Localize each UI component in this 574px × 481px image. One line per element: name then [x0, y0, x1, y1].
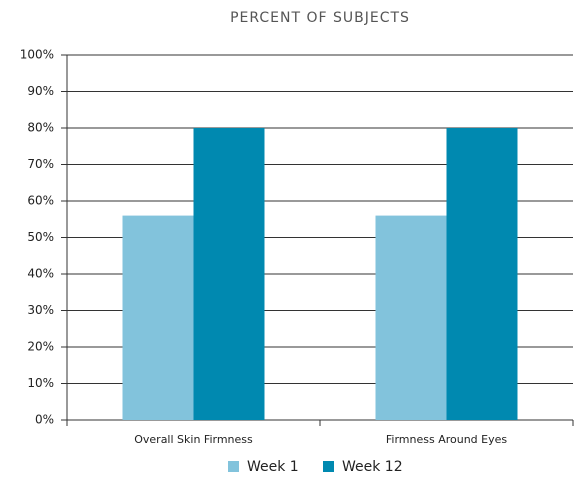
bar — [446, 128, 518, 420]
y-tick-label: 60% — [27, 194, 54, 208]
bar — [122, 215, 194, 420]
legend-label: Week 1 — [247, 459, 299, 475]
y-tick-label: 40% — [27, 267, 54, 281]
y-tick-label: 50% — [27, 230, 54, 244]
y-tick-label: 70% — [27, 157, 54, 171]
bar — [375, 215, 447, 420]
y-tick-label: 80% — [27, 121, 54, 135]
y-tick-label: 20% — [27, 340, 54, 354]
legend-swatch — [323, 461, 334, 472]
x-tick-label: Firmness Around Eyes — [386, 433, 508, 446]
y-tick-label: 0% — [35, 413, 54, 427]
y-tick-label: 30% — [27, 303, 54, 317]
x-tick-label: Overall Skin Firmness — [134, 433, 253, 446]
y-tick-label: 10% — [27, 376, 54, 390]
bar — [193, 128, 265, 420]
y-tick-label: 100% — [20, 48, 54, 62]
y-tick-label: 90% — [27, 84, 54, 98]
legend-swatch — [228, 461, 239, 472]
legend-label: Week 12 — [342, 459, 403, 475]
chart-title: PERCENT OF SUBJECTS — [230, 10, 410, 26]
